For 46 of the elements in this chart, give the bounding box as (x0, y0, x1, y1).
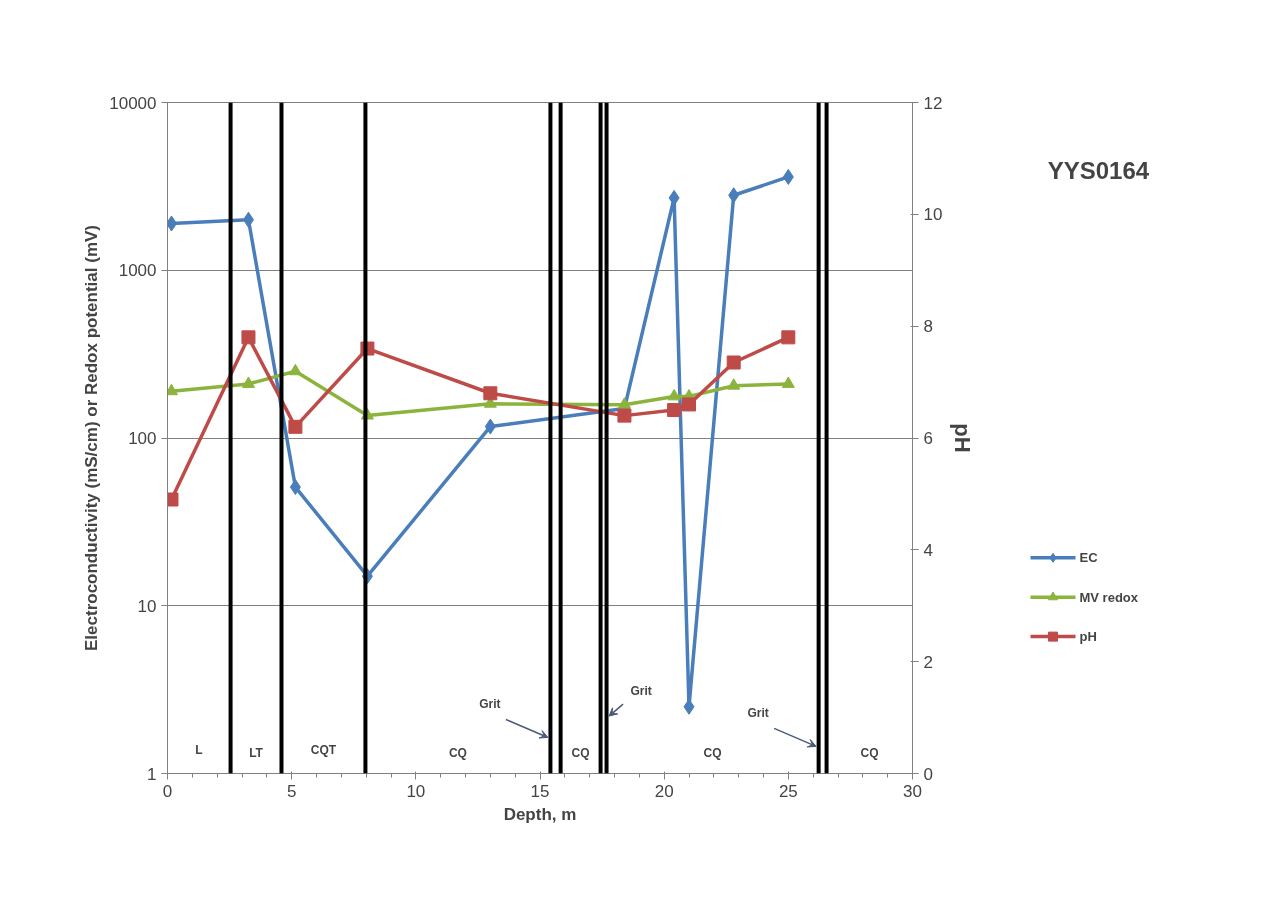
annotation: CQ (448, 745, 467, 760)
point (288, 363, 302, 376)
point (781, 376, 795, 388)
y2-tick-label: 2 (923, 652, 933, 672)
y-tick-label: 10000 (109, 93, 157, 113)
x-tick-label: 30 (903, 781, 922, 801)
annotation: Grit (747, 706, 769, 721)
y-tick-label: 1000 (118, 261, 157, 281)
x-tick-label: 0 (162, 781, 173, 801)
y2-tick-label: 8 (923, 317, 933, 337)
annotation: CQT (310, 742, 337, 757)
x-tick-label: 5 (286, 781, 297, 801)
legend-label: EC (1079, 550, 1099, 566)
y2-axis-title: pH (950, 423, 976, 453)
x-axis-title: Depth, m (503, 804, 577, 824)
point (617, 397, 631, 409)
y-tick-label: 100 (128, 429, 157, 448)
point (242, 211, 254, 228)
annotation: Grit (630, 684, 652, 699)
x-tick-label: 10 (406, 781, 426, 801)
y2-tick-label: 12 (923, 93, 943, 113)
point (667, 388, 681, 401)
annotation: CQ (860, 745, 879, 760)
x-tick-label: 25 (778, 781, 798, 801)
point (241, 376, 255, 388)
x-tick-label: 15 (530, 781, 550, 801)
annotation: LT (249, 745, 264, 760)
y-tick-label: 10 (137, 596, 157, 616)
point (728, 187, 740, 204)
annotation: CQ (571, 745, 590, 760)
y2-tick-label: 10 (923, 205, 943, 225)
point (484, 418, 496, 435)
annotation: CQ (703, 745, 722, 760)
text: YYS0164 (1047, 157, 1150, 185)
y2-tick-label: 0 (923, 764, 933, 784)
y-axis-title: Electroconductivity (mS/cm) or Redox potential (mV) (82, 224, 102, 651)
annotation: Grit (479, 697, 501, 712)
legend-label: pH (1079, 629, 1097, 645)
legend-label: MV redox (1079, 589, 1139, 605)
point (727, 378, 741, 390)
x-tick-label: 20 (654, 781, 674, 801)
y2-tick-label: 6 (923, 429, 933, 448)
y-tick-label: 1 (147, 764, 157, 784)
y2-tick-label: 4 (923, 540, 933, 560)
annotation: L (195, 742, 203, 757)
point (782, 168, 794, 185)
